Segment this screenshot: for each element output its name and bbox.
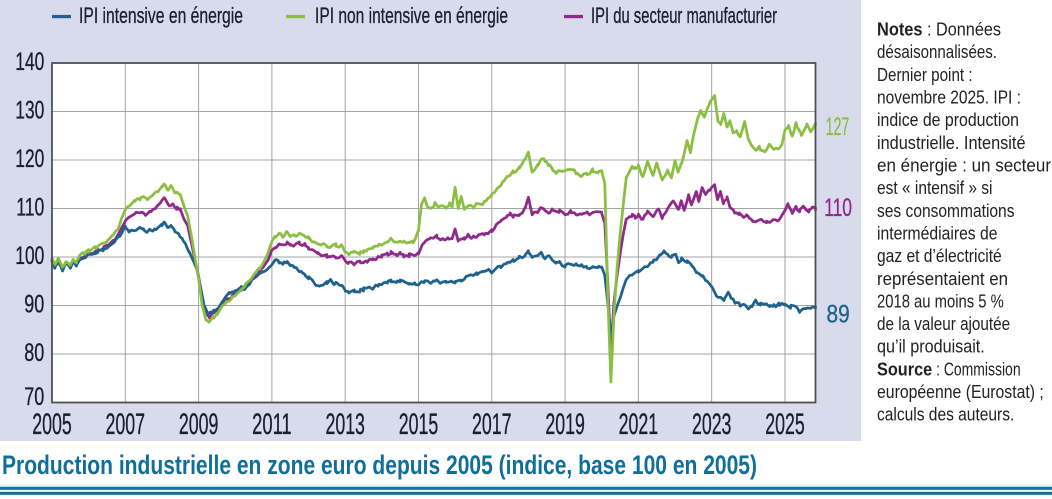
svg-text:: Données: : Données bbox=[923, 20, 1002, 40]
svg-text:IPI du secteur manufacturier: IPI du secteur manufacturier bbox=[591, 3, 777, 28]
svg-text:100: 100 bbox=[15, 242, 44, 270]
svg-text:désaisonnalisées.: désaisonnalisées. bbox=[877, 42, 997, 62]
svg-text:120: 120 bbox=[15, 145, 44, 173]
svg-text:est « intensif » si: est « intensif » si bbox=[877, 178, 993, 198]
svg-text:calculs des auteurs.: calculs des auteurs. bbox=[877, 405, 1014, 425]
svg-text:2017: 2017 bbox=[472, 408, 512, 441]
svg-text:Production industrielle en zon: Production industrielle en zone euro dep… bbox=[2, 450, 757, 480]
svg-text:gaz et d’électricité: gaz et d’électricité bbox=[877, 246, 1002, 266]
svg-text:110: 110 bbox=[16, 194, 44, 222]
svg-text:IPI intensive en énergie: IPI intensive en énergie bbox=[79, 3, 243, 28]
svg-text:européenne (Eurostat) ;: européenne (Eurostat) ; bbox=[877, 382, 1044, 402]
svg-text:80: 80 bbox=[24, 339, 44, 367]
svg-text:130: 130 bbox=[15, 97, 44, 125]
svg-text:2005: 2005 bbox=[32, 408, 72, 441]
svg-text:140: 140 bbox=[15, 48, 44, 76]
svg-text:2025: 2025 bbox=[765, 408, 805, 441]
svg-text:2013: 2013 bbox=[325, 408, 365, 441]
svg-text:industrielle. Intensité: industrielle. Intensité bbox=[877, 133, 1026, 153]
svg-text:: Commission: : Commission bbox=[932, 359, 1020, 379]
svg-text:2021: 2021 bbox=[619, 408, 659, 441]
svg-text:intermédiaires de: intermédiaires de bbox=[877, 223, 998, 243]
svg-text:2015: 2015 bbox=[399, 408, 439, 441]
svg-text:Notes: Notes bbox=[877, 20, 923, 40]
svg-text:110: 110 bbox=[824, 194, 852, 222]
svg-text:indice de production: indice de production bbox=[877, 110, 1019, 130]
svg-text:2019: 2019 bbox=[545, 408, 585, 441]
svg-text:novembre 2025. IPI :: novembre 2025. IPI : bbox=[877, 88, 1021, 108]
svg-text:89: 89 bbox=[827, 301, 850, 329]
svg-text:qu’il produisait.: qu’il produisait. bbox=[877, 337, 985, 357]
svg-text:représentaient en: représentaient en bbox=[877, 269, 1008, 289]
svg-text:en énergie : un secteur: en énergie : un secteur bbox=[877, 156, 1051, 176]
svg-text:2023: 2023 bbox=[692, 408, 732, 441]
svg-text:de la valeur ajoutée: de la valeur ajoutée bbox=[877, 314, 1010, 334]
svg-text:127: 127 bbox=[826, 113, 850, 141]
svg-text:70: 70 bbox=[24, 383, 44, 411]
svg-text:Dernier point :: Dernier point : bbox=[877, 65, 973, 85]
svg-text:2009: 2009 bbox=[179, 408, 219, 441]
svg-text:2018 au moins 5 %: 2018 au moins 5 % bbox=[877, 291, 1004, 311]
svg-text:Source: Source bbox=[877, 359, 932, 379]
svg-text:90: 90 bbox=[24, 291, 44, 319]
svg-text:2007: 2007 bbox=[106, 408, 146, 441]
svg-text:IPI non intensive en énergie: IPI non intensive en énergie bbox=[315, 3, 508, 28]
svg-text:ses consommations: ses consommations bbox=[877, 201, 1015, 221]
svg-text:2011: 2011 bbox=[252, 408, 292, 441]
